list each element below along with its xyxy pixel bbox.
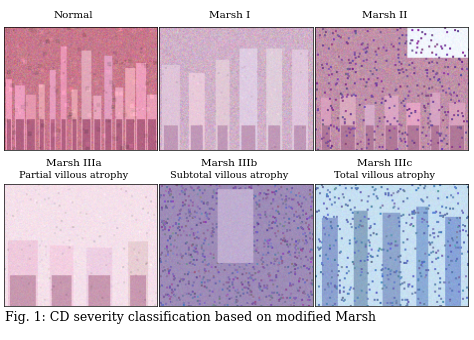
Text: Partial villous atrophy: Partial villous atrophy [19,171,128,181]
Text: Fig. 1: CD severity classification based on modified Marsh: Fig. 1: CD severity classification based… [5,310,376,324]
Text: Total villous atrophy: Total villous atrophy [334,171,435,181]
Text: Subtotal villous atrophy: Subtotal villous atrophy [170,171,288,181]
Text: Marsh IIIa: Marsh IIIa [46,159,101,168]
Text: Normal: Normal [54,11,93,20]
Text: Marsh IIIc: Marsh IIIc [357,159,412,168]
Text: Marsh I: Marsh I [209,11,250,20]
Text: Marsh IIIb: Marsh IIIb [201,159,257,168]
Text: Marsh II: Marsh II [362,11,407,20]
